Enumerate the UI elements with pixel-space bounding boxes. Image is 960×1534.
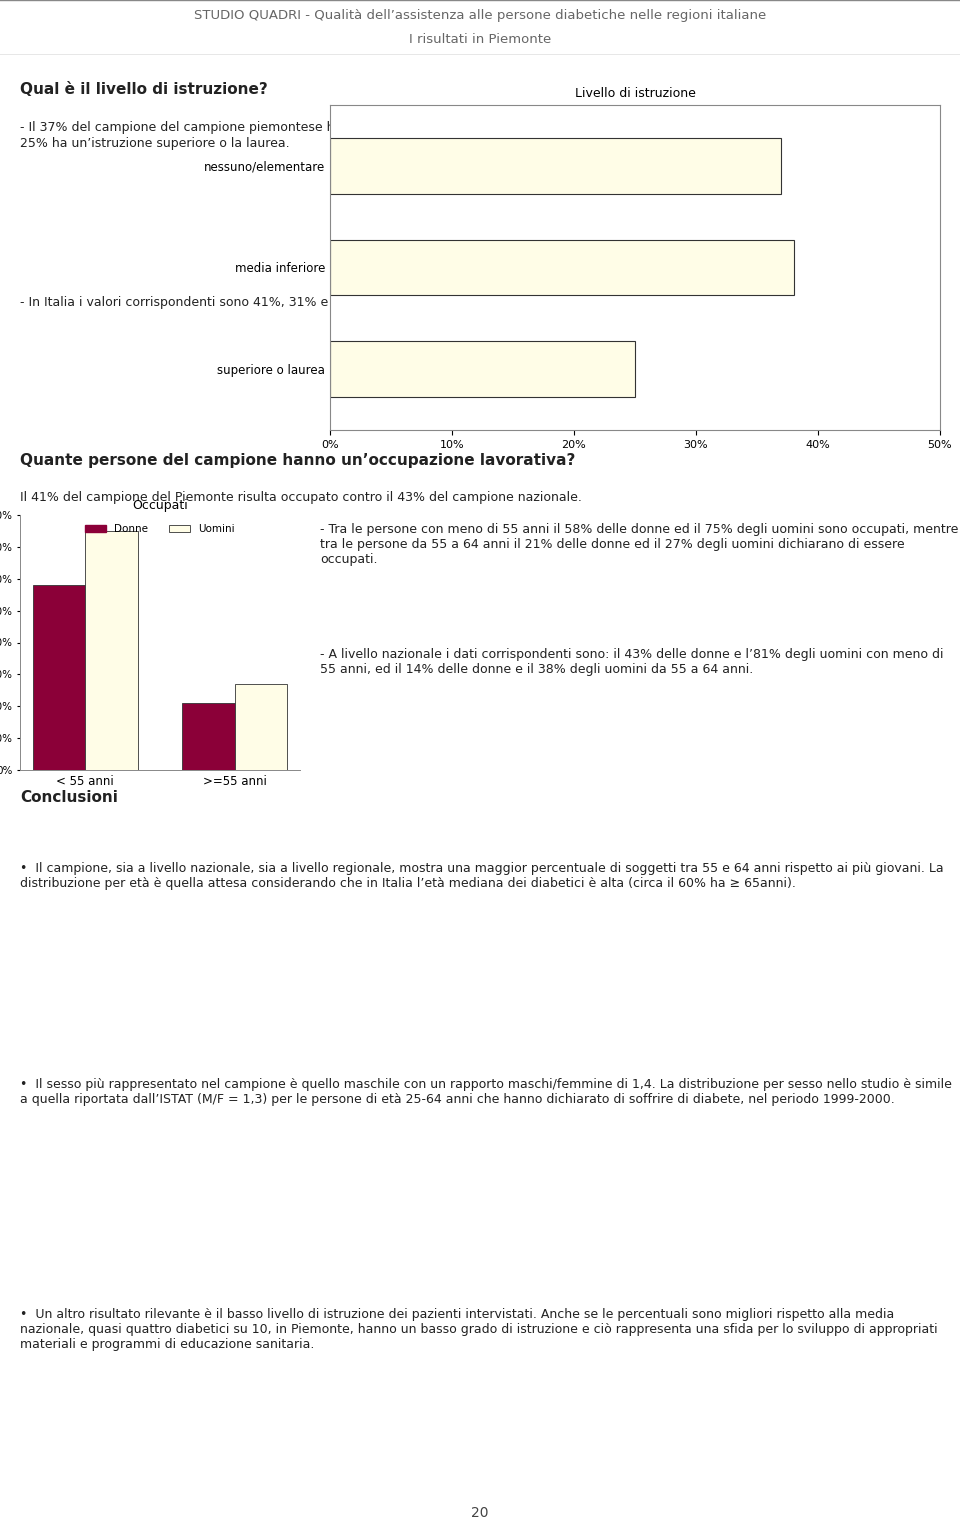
Text: •  Il sesso più rappresentato nel campione è quello maschile con un rapporto mas: • Il sesso più rappresentato nel campion… (20, 1078, 952, 1106)
Text: - Tra le persone con meno di 55 anni il 58% delle donne ed il 75% degli uomini s: - Tra le persone con meno di 55 anni il … (320, 523, 958, 566)
Bar (330, 138, 781, 193)
Bar (182, 703, 235, 770)
Text: Conclusioni: Conclusioni (20, 790, 118, 805)
Bar (330, 239, 794, 296)
Text: Il 41% del campione del Piemonte risulta occupato contro il 43% del campione naz: Il 41% del campione del Piemonte risulta… (20, 491, 582, 505)
Text: STUDIO QUADRI - Qualità dell’assistenza alle persone diabetiche nelle regioni it: STUDIO QUADRI - Qualità dell’assistenza … (194, 9, 766, 21)
Text: - A livello nazionale i dati corrispondenti sono: il 43% delle donne e l’81% deg: - A livello nazionale i dati corrisponde… (320, 647, 944, 675)
Bar (330, 341, 635, 397)
Text: I risultati in Piemonte: I risultati in Piemonte (409, 34, 551, 46)
Text: Quante persone del campione hanno un’occupazione lavorativa?: Quante persone del campione hanno un’occ… (20, 453, 575, 468)
Title: Livello di istruzione: Livello di istruzione (575, 86, 695, 100)
Legend: Donne, Uomini: Donne, Uomini (81, 520, 239, 538)
Text: 20: 20 (471, 1506, 489, 1520)
Bar (33, 584, 85, 770)
Title: Occupati: Occupati (132, 500, 188, 512)
Bar (85, 531, 137, 770)
Text: Qual è il livello di istruzione?: Qual è il livello di istruzione? (20, 83, 268, 98)
Text: •  Il campione, sia a livello nazionale, sia a livello regionale, mostra una mag: • Il campione, sia a livello nazionale, … (20, 862, 944, 890)
Text: •  Un altro risultato rilevante è il basso livello di istruzione dei pazienti in: • Un altro risultato rilevante è il bass… (20, 1309, 938, 1351)
Text: - In Italia i valori corrispondenti sono 41%, 31% e 28%.: - In Italia i valori corrispondenti sono… (20, 296, 364, 310)
Text: - Il 37% del campione del campione piemontese ha un livello di istruzione basso : - Il 37% del campione del campione piemo… (20, 121, 941, 149)
Bar (235, 684, 287, 770)
